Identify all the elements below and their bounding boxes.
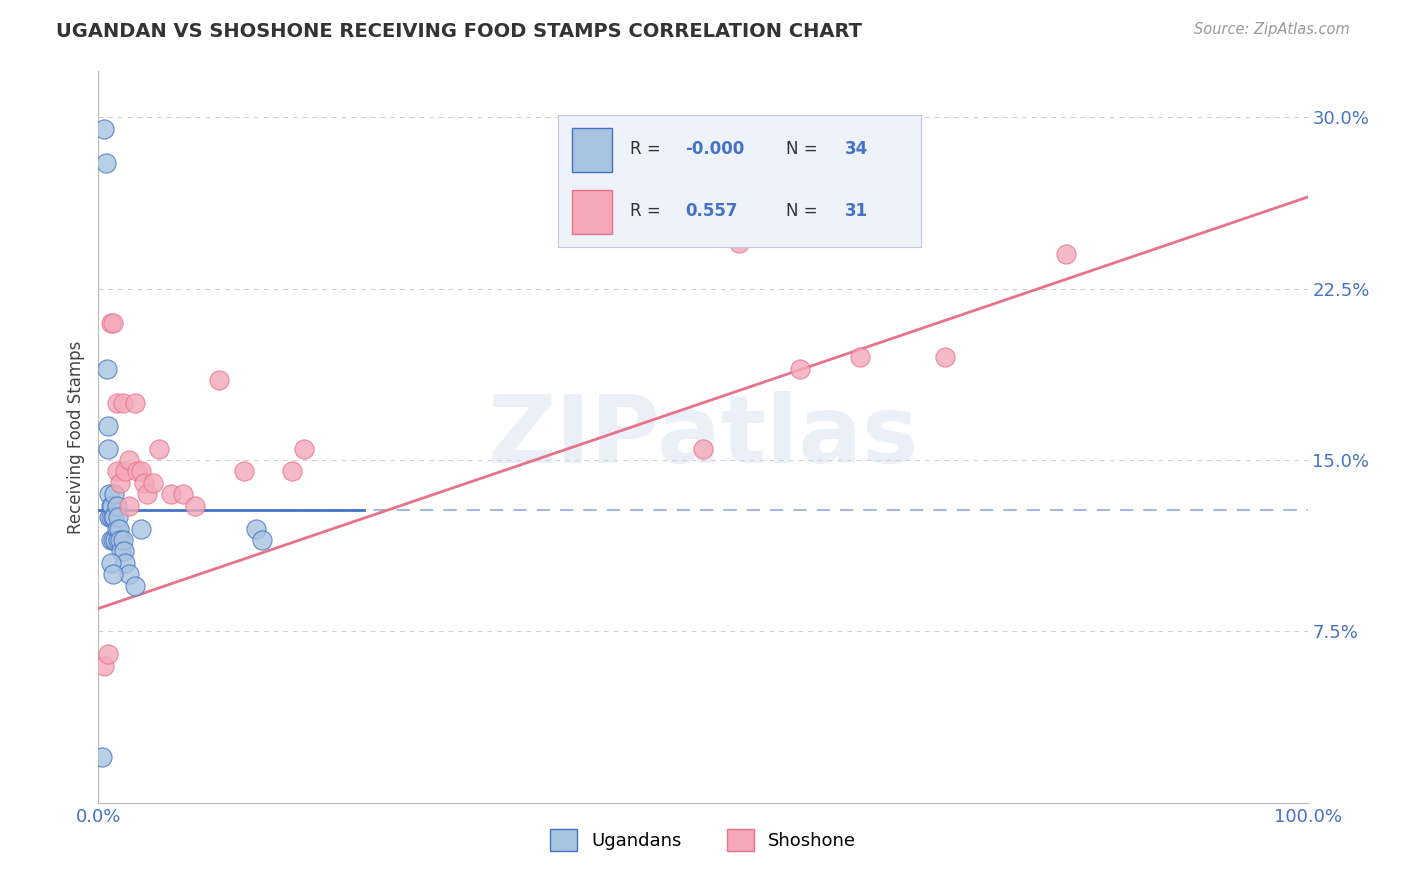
Point bbox=[129, 464, 152, 478]
Point bbox=[100, 510, 122, 524]
Y-axis label: Receiving Food Stamps: Receiving Food Stamps bbox=[67, 341, 86, 533]
Point bbox=[105, 396, 128, 410]
Point bbox=[103, 510, 125, 524]
Point bbox=[105, 499, 128, 513]
Point bbox=[94, 155, 117, 169]
Point bbox=[1054, 247, 1077, 261]
Point bbox=[127, 464, 149, 478]
Point bbox=[93, 658, 115, 673]
Point bbox=[108, 475, 131, 490]
Point bbox=[142, 475, 165, 490]
Point bbox=[934, 350, 956, 364]
Point bbox=[110, 544, 132, 558]
Point bbox=[101, 316, 124, 330]
Point bbox=[100, 316, 122, 330]
Point bbox=[129, 521, 152, 535]
Point bbox=[232, 464, 254, 478]
Point bbox=[245, 521, 267, 535]
Point bbox=[184, 499, 207, 513]
Point bbox=[172, 487, 194, 501]
Point bbox=[107, 533, 129, 547]
Text: ZIPatlas: ZIPatlas bbox=[488, 391, 918, 483]
Point bbox=[692, 442, 714, 456]
Point bbox=[112, 544, 135, 558]
Point bbox=[160, 487, 183, 501]
Point bbox=[100, 556, 122, 570]
Legend: Ugandans, Shoshone: Ugandans, Shoshone bbox=[541, 820, 865, 860]
Point bbox=[107, 510, 129, 524]
Point bbox=[111, 533, 134, 547]
Point bbox=[208, 373, 231, 387]
Point bbox=[97, 418, 120, 433]
Point bbox=[103, 487, 125, 501]
Point bbox=[118, 567, 141, 582]
Point bbox=[105, 521, 128, 535]
Point bbox=[789, 361, 811, 376]
Point bbox=[96, 361, 118, 376]
Point bbox=[108, 533, 131, 547]
Point bbox=[105, 464, 128, 478]
Point bbox=[108, 521, 131, 535]
Point bbox=[118, 453, 141, 467]
Point bbox=[134, 475, 156, 490]
Point bbox=[728, 235, 751, 250]
Point bbox=[101, 510, 124, 524]
Point bbox=[97, 442, 120, 456]
Point bbox=[148, 442, 170, 456]
Point bbox=[98, 487, 121, 501]
Point bbox=[91, 750, 114, 764]
Point bbox=[124, 579, 146, 593]
Text: Source: ZipAtlas.com: Source: ZipAtlas.com bbox=[1194, 22, 1350, 37]
Point bbox=[93, 121, 115, 136]
Point bbox=[101, 533, 124, 547]
Point bbox=[250, 533, 273, 547]
Point bbox=[114, 556, 136, 570]
Point bbox=[292, 442, 315, 456]
Point bbox=[104, 533, 127, 547]
Point bbox=[100, 499, 122, 513]
Point bbox=[111, 396, 134, 410]
Point bbox=[849, 350, 872, 364]
Text: UGANDAN VS SHOSHONE RECEIVING FOOD STAMPS CORRELATION CHART: UGANDAN VS SHOSHONE RECEIVING FOOD STAMP… bbox=[56, 22, 862, 41]
Point bbox=[100, 533, 122, 547]
Point bbox=[118, 499, 141, 513]
Point bbox=[98, 510, 121, 524]
Point bbox=[124, 396, 146, 410]
Point bbox=[100, 499, 122, 513]
Point bbox=[114, 464, 136, 478]
Point bbox=[97, 647, 120, 661]
Point bbox=[281, 464, 304, 478]
Point bbox=[135, 487, 157, 501]
Point bbox=[101, 567, 124, 582]
